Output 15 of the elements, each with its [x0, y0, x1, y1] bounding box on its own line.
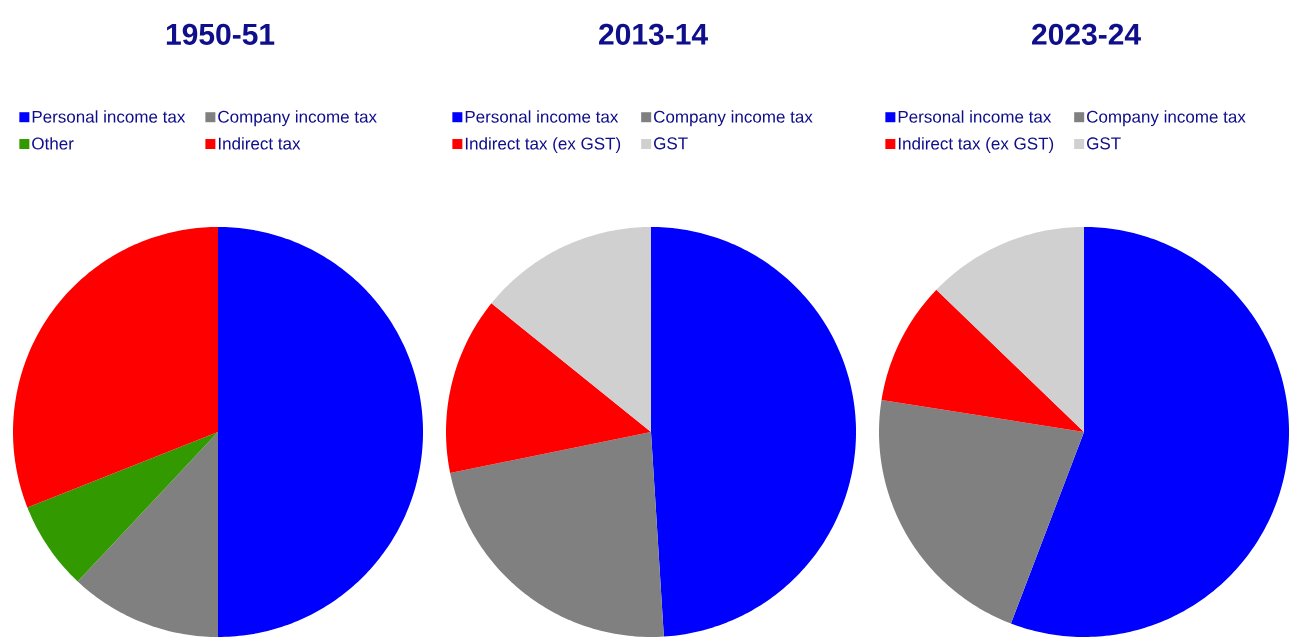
chart-title: 2023-24 [1032, 23, 1141, 45]
legend-label: Indirect tax [218, 137, 301, 150]
legend-label: Personal income tax [465, 110, 619, 123]
legend-label: GST [1087, 137, 1121, 150]
legend-label: Company income tax [1087, 110, 1246, 127]
chart-title: 1950-51 [166, 23, 275, 45]
legend-label: Other [32, 137, 74, 150]
legend-label: Indirect tax (ex GST) [898, 137, 1054, 153]
legend-label: GST [654, 137, 688, 150]
legend-label: Company income tax [654, 110, 813, 127]
legend-label: Personal income tax [898, 110, 1052, 123]
legend-label: Indirect tax (ex GST) [465, 137, 621, 153]
legend-label: Company income tax [218, 110, 377, 127]
legend-label: Personal income tax [32, 110, 186, 123]
chart-title: 2013-14 [599, 23, 708, 45]
